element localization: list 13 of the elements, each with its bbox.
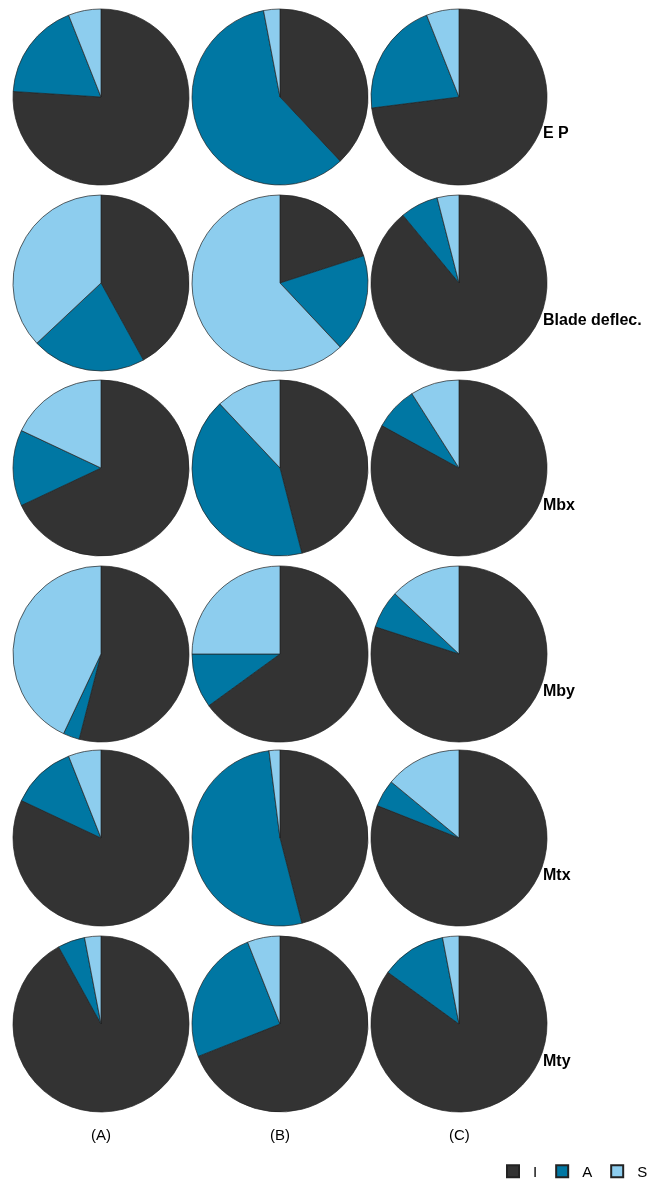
legend-label: A: [582, 1163, 593, 1181]
text: Mbx: [543, 496, 576, 513]
text: E P: [543, 124, 570, 141]
text: (C): [449, 1126, 470, 1143]
text: (B): [270, 1126, 290, 1143]
text: Blade deflec.: [543, 311, 642, 328]
legend-label: I: [533, 1163, 538, 1181]
text: (A): [91, 1126, 111, 1143]
pie-slice: [402, 197, 460, 284]
text: Mtx: [543, 866, 571, 883]
text: Mty: [543, 1052, 571, 1069]
legend-label: S: [637, 1163, 648, 1181]
text: Mby: [543, 682, 576, 699]
